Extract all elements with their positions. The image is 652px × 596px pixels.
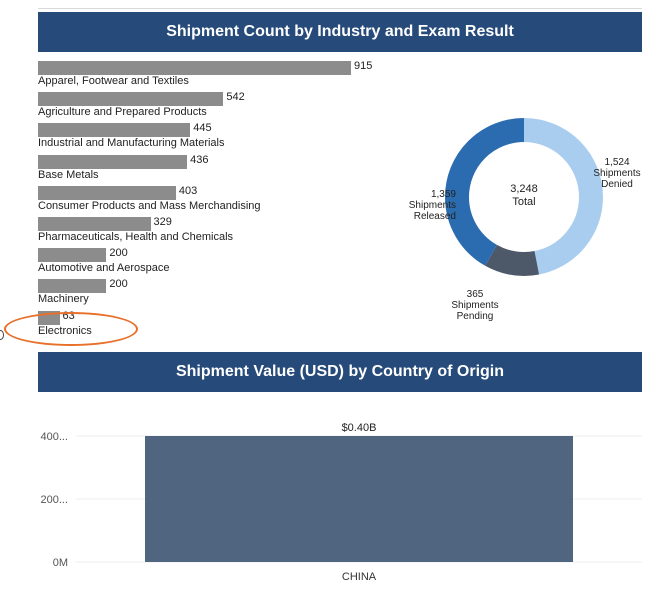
donut-slice-name: Released xyxy=(413,211,456,222)
industry-row: 445 Industrial and Manufacturing Material… xyxy=(38,120,378,150)
donut-slice-name: Pending xyxy=(456,311,494,322)
donut-slice-name: Shipments xyxy=(451,300,499,311)
donut-slice-label: 1,359 Shipments Released xyxy=(394,189,456,222)
country-value-data-label: $0.40B xyxy=(342,422,377,434)
industry-bar[interactable] xyxy=(38,217,151,231)
industry-bar-value: 200 xyxy=(109,278,128,291)
industry-bar[interactable] xyxy=(38,92,224,107)
top-divider xyxy=(38,8,642,9)
donut-slice-value: 365 xyxy=(466,289,484,300)
industry-bar-value: 915 xyxy=(354,60,373,72)
donut-total-value: 3,248 xyxy=(510,183,538,195)
industry-row: 403 Consumer Products and Mass Merchandis… xyxy=(38,183,378,213)
donut-slice-label: 365 Shipments Pending xyxy=(445,289,505,322)
exam-result-donut-chart: 3,248 Total 1,524 Shipments Denied 365 Shipmen… xyxy=(380,110,642,325)
industry-row: 200 Automotive and Aerospace xyxy=(38,245,378,275)
industry-category-label: Agriculture and Prepared Products xyxy=(38,106,207,119)
industry-bar[interactable] xyxy=(38,61,351,75)
stray-mark xyxy=(0,330,4,340)
industry-bar-value: 200 xyxy=(109,247,128,260)
donut-svg xyxy=(445,118,603,276)
donut-slice[interactable] xyxy=(445,118,603,276)
country-value-chart: 0M 200... 400... $0.40B CHINA xyxy=(38,412,642,587)
industry-row: 915 Apparel, Footwear and Textiles xyxy=(38,58,378,88)
industry-bar[interactable] xyxy=(38,123,191,138)
value-y-tick-label: 400... xyxy=(40,431,68,443)
industry-bar-value: 403 xyxy=(178,184,198,197)
industry-bar-chart: 915 Apparel, Footwear and Textiles 542 Agri… xyxy=(38,58,378,348)
industry-bar-value: 329 xyxy=(153,216,172,228)
industry-bar[interactable] xyxy=(38,248,107,263)
industry-category-label: Machinery xyxy=(38,293,89,306)
donut-center-label: 3,248 Total xyxy=(494,183,554,209)
industry-bar[interactable] xyxy=(38,185,176,200)
donut-total-label: Total xyxy=(512,196,536,208)
industry-row: 329 Pharmaceuticals, Health and Chemicals xyxy=(38,214,378,244)
industry-category-label: Consumer Products and Mass Merchandising xyxy=(38,199,261,212)
donut-slice[interactable] xyxy=(445,118,603,276)
country-chart-title: Shipment Value (USD) by Country of Origi… xyxy=(38,352,642,392)
industry-category-label: Automotive and Aerospace xyxy=(38,262,170,275)
industry-bar[interactable] xyxy=(38,154,188,169)
country-value-bar[interactable] xyxy=(145,436,573,562)
industry-category-label: Apparel, Footwear and Textiles xyxy=(38,75,189,87)
industry-bar-value: 436 xyxy=(190,153,209,166)
country-category-label: CHINA xyxy=(342,571,377,583)
value-y-tick-label: 200... xyxy=(40,494,68,506)
industry-category-label: Pharmaceuticals, Health and Chemicals xyxy=(38,231,234,243)
donut-slice-name: Shipments xyxy=(408,200,456,211)
industry-row: 200 Machinery xyxy=(38,276,378,306)
donut-slice-name: Denied xyxy=(601,179,633,190)
industry-row: 542 Agriculture and Prepared Products xyxy=(38,89,378,119)
value-svg: 0M 200... 400... $0.40B CHINA xyxy=(40,422,642,583)
industry-row: 436 Base Metals xyxy=(38,152,378,182)
donut-slice-name: Shipments xyxy=(593,168,641,179)
donut-slice-value: 1,524 xyxy=(604,157,630,168)
industry-chart-title: Shipment Count by Industry and Exam Resu… xyxy=(38,12,642,52)
value-y-tick-label: 0M xyxy=(53,557,68,569)
industry-bar-value: 445 xyxy=(193,122,212,135)
electronics-highlight-annotation xyxy=(4,312,138,346)
industry-bar-value: 542 xyxy=(226,91,245,104)
donut-slice-value: 1,359 xyxy=(430,189,456,200)
industry-category-label: Base Metals xyxy=(38,168,99,181)
industry-category-label: Industrial and Manufacturing Materials xyxy=(38,137,225,150)
industry-bar[interactable] xyxy=(38,279,107,294)
donut-slice-label: 1,524 Shipments Denied xyxy=(590,157,644,190)
